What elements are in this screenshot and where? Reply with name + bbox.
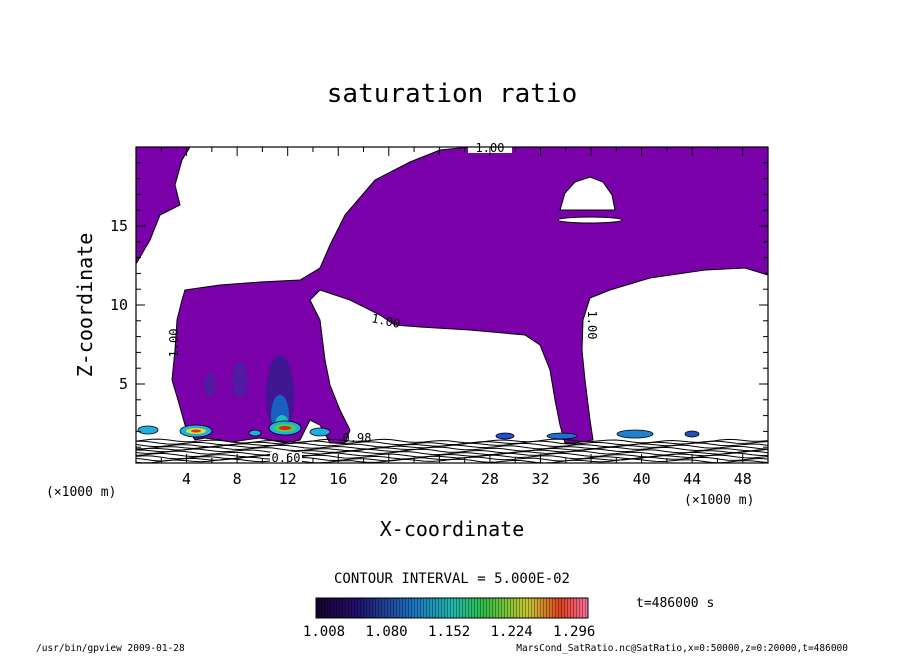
contour-label-center: 1.00 [370,311,401,331]
surface-contour-line [136,448,768,454]
footer-right: MarsCond_SatRatio.nc@SatRatio,x=0:50000,… [516,643,848,654]
z-tick-label: 15 [110,217,128,235]
surface-contour-line [136,438,768,444]
x-tick-label: 44 [683,470,701,488]
colorbar-labels: 1.008 1.080 1.152 1.224 1.296 [303,624,595,640]
surface-contour-line [136,446,768,452]
time-label: t=486000 s [636,596,714,611]
colorbar-label: 1.224 [491,624,533,640]
x-tick-label: 32 [531,470,549,488]
colorbar-label: 1.080 [365,624,407,640]
x-unit-left: (×1000 m) [46,485,116,500]
colorbar-label: 1.008 [303,624,345,640]
surface-contour-line [136,444,768,450]
y-axis-title: Z-coordinate [73,233,97,378]
z-tick-label: 5 [119,375,128,393]
surface-hotspots [137,420,700,440]
hole-upper [559,176,616,211]
footer-left: /usr/bin/gpview 2009-01-28 [36,643,185,654]
plot-area [136,147,768,463]
x-tick-label: 36 [582,470,600,488]
colorbar [315,597,589,619]
colorbar-label: 1.152 [428,624,470,640]
z-tick-labels: 5 10 15 [110,217,128,393]
surface-contours [136,438,768,463]
contour-label-left: 1.00 [167,329,181,358]
surface-contour-line [136,458,768,463]
x-tick-label: 12 [279,470,297,488]
axis-ticks [136,147,768,463]
hole-lower [557,216,623,224]
x-tick-labels: 4 8 12 16 20 24 28 32 36 40 44 48 [182,470,752,488]
x-tick-label: 40 [633,470,651,488]
x-tick-label: 8 [233,470,242,488]
x-tick-label: 48 [734,470,752,488]
surface-contour-line [136,450,768,456]
x-tick-label: 28 [481,470,499,488]
contour-label-surface-2: 0.98 [343,431,372,445]
contour-label-right: 1.00 [585,311,599,340]
colorbar-label: 1.296 [553,624,595,640]
x-tick-label: 4 [182,470,191,488]
x-tick-label: 16 [329,470,347,488]
z-tick-label: 10 [110,296,128,314]
x-axis-title: X-coordinate [380,517,525,541]
chart-title: saturation ratio [327,79,577,109]
x-tick-label: 24 [430,470,448,488]
contour-label-surface: 0.60 [272,451,301,465]
x-tick-label: 20 [380,470,398,488]
x-unit-right: (×1000 m) [684,493,754,508]
contour-interval: CONTOUR INTERVAL = 5.000E-02 [334,571,570,587]
